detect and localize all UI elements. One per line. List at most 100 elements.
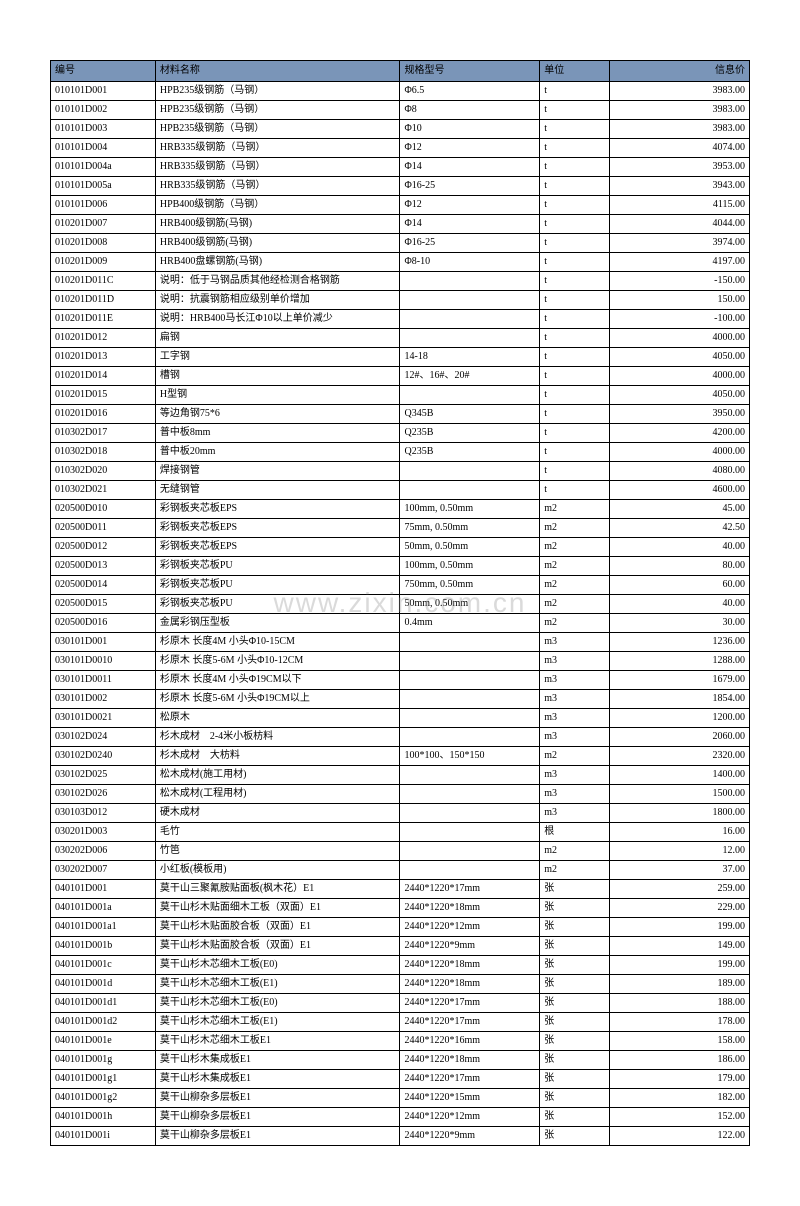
table-cell: 莫干山杉木贴面胶合板（双面）E1 (155, 918, 400, 937)
table-row: 030101D0010杉原木 长度5-6M 小头Φ10-12CMm31288.0… (51, 652, 750, 671)
table-cell: 30.00 (610, 614, 750, 633)
table-cell: 4115.00 (610, 196, 750, 215)
table-cell: 37.00 (610, 861, 750, 880)
table-row: 030103D012硬木成材m31800.00 (51, 804, 750, 823)
table-cell: 2440*1220*12mm (400, 1108, 540, 1127)
table-cell: 莫干山三聚氰胺贴面板(枫木花）E1 (155, 880, 400, 899)
table-cell: m3 (540, 766, 610, 785)
table-row: 020500D016金属彩钢压型板0.4mmm230.00 (51, 614, 750, 633)
table-row: 010201D016等边角钢75*6Q345Bt3950.00 (51, 405, 750, 424)
table-cell: 张 (540, 1013, 610, 1032)
table-cell: 3974.00 (610, 234, 750, 253)
table-cell: 1679.00 (610, 671, 750, 690)
table-cell (400, 652, 540, 671)
table-cell: m3 (540, 652, 610, 671)
table-row: 040101D001e莫干山杉木芯细木工板E12440*1220*16mm张15… (51, 1032, 750, 1051)
table-cell: 259.00 (610, 880, 750, 899)
table-row: 040101D001d1莫干山杉木芯细木工板(E0)2440*1220*17mm… (51, 994, 750, 1013)
table-cell: 42.50 (610, 519, 750, 538)
table-cell: 50mm, 0.50mm (400, 595, 540, 614)
table-cell: 硬木成材 (155, 804, 400, 823)
table-cell: t (540, 348, 610, 367)
table-cell: 2440*1220*17mm (400, 994, 540, 1013)
table-cell: Φ16-25 (400, 234, 540, 253)
table-cell: t (540, 462, 610, 481)
table-cell: 010302D020 (51, 462, 156, 481)
table-cell: 158.00 (610, 1032, 750, 1051)
table-cell: t (540, 196, 610, 215)
table-cell: 小红板(模板用) (155, 861, 400, 880)
table-row: 010302D017普中板8mmQ235Bt4200.00 (51, 424, 750, 443)
table-cell: Φ8 (400, 101, 540, 120)
table-cell: HRB400级钢筋(马钢) (155, 234, 400, 253)
table-cell: 010101D003 (51, 120, 156, 139)
table-cell: 020500D010 (51, 500, 156, 519)
table-cell: 彩钢板夹芯板EPS (155, 538, 400, 557)
col-header-price: 信息价 (610, 61, 750, 82)
col-header-id: 编号 (51, 61, 156, 82)
table-cell: 说明：低于马钢品质其他经检测合格钢筋 (155, 272, 400, 291)
table-cell: Φ8-10 (400, 253, 540, 272)
table-cell: 030101D0021 (51, 709, 156, 728)
table-cell: 186.00 (610, 1051, 750, 1070)
table-row: 030102D024杉木成材 2-4米小板枋料m32060.00 (51, 728, 750, 747)
table-cell: 等边角钢75*6 (155, 405, 400, 424)
table-cell: 030101D001 (51, 633, 156, 652)
table-cell (400, 310, 540, 329)
table-cell (400, 633, 540, 652)
table-cell: 040101D001h (51, 1108, 156, 1127)
table-cell: 1400.00 (610, 766, 750, 785)
col-header-unit: 单位 (540, 61, 610, 82)
table-cell: Q235B (400, 443, 540, 462)
table-row: 020500D010彩钢板夹芯板EPS100mm, 0.50mmm245.00 (51, 500, 750, 519)
table-cell: 松木成材(工程用材) (155, 785, 400, 804)
table-cell: 010201D012 (51, 329, 156, 348)
table-cell: 010201D014 (51, 367, 156, 386)
table-row: 020500D014彩钢板夹芯板PU750mm, 0.50mmm260.00 (51, 576, 750, 595)
table-cell: 040101D001a1 (51, 918, 156, 937)
table-cell: 张 (540, 937, 610, 956)
table-row: 040101D001莫干山三聚氰胺贴面板(枫木花）E12440*1220*17m… (51, 880, 750, 899)
table-cell: 莫干山杉木芯细木工板E1 (155, 1032, 400, 1051)
table-row: 040101D001c莫干山杉木芯细木工板(E0)2440*1220*18mm张… (51, 956, 750, 975)
table-cell: 张 (540, 1089, 610, 1108)
table-cell: 竹笆 (155, 842, 400, 861)
table-cell: 229.00 (610, 899, 750, 918)
table-cell: 020500D013 (51, 557, 156, 576)
table-cell: 182.00 (610, 1089, 750, 1108)
table-cell: 扁钢 (155, 329, 400, 348)
table-cell: 莫干山杉木芯细木工板(E0) (155, 956, 400, 975)
table-cell: m2 (540, 842, 610, 861)
table-cell: 4050.00 (610, 386, 750, 405)
table-cell: 030102D024 (51, 728, 156, 747)
table-cell: 040101D001d (51, 975, 156, 994)
table-cell: t (540, 405, 610, 424)
table-cell: 4197.00 (610, 253, 750, 272)
table-cell: 150.00 (610, 291, 750, 310)
table-cell: 4074.00 (610, 139, 750, 158)
table-cell: 张 (540, 1127, 610, 1146)
table-cell: 010201D011C (51, 272, 156, 291)
table-cell: 莫干山杉木芯细木工板(E0) (155, 994, 400, 1013)
table-cell: 1200.00 (610, 709, 750, 728)
table-cell: 3950.00 (610, 405, 750, 424)
table-cell: 杉原木 长度5-6M 小头Φ10-12CM (155, 652, 400, 671)
table-cell: 莫干山柳杂多层板E1 (155, 1127, 400, 1146)
table-row: 030102D025松木成材(施工用材)m31400.00 (51, 766, 750, 785)
table-cell: HRB400盘螺钢筋(马钢) (155, 253, 400, 272)
table-cell: 槽钢 (155, 367, 400, 386)
table-cell: 80.00 (610, 557, 750, 576)
table-cell (400, 842, 540, 861)
table-cell: 莫干山杉木芯细木工板(E1) (155, 1013, 400, 1032)
table-cell: 020500D015 (51, 595, 156, 614)
table-cell (400, 728, 540, 747)
table-cell: 2440*1220*9mm (400, 937, 540, 956)
table-cell: 040101D001e (51, 1032, 156, 1051)
col-header-spec: 规格型号 (400, 61, 540, 82)
table-row: 010101D004HRB335级钢筋（马钢）Φ12t4074.00 (51, 139, 750, 158)
table-row: 030101D0021松原木m31200.00 (51, 709, 750, 728)
table-cell: t (540, 291, 610, 310)
table-cell: 张 (540, 975, 610, 994)
table-cell: -100.00 (610, 310, 750, 329)
table-cell (400, 709, 540, 728)
